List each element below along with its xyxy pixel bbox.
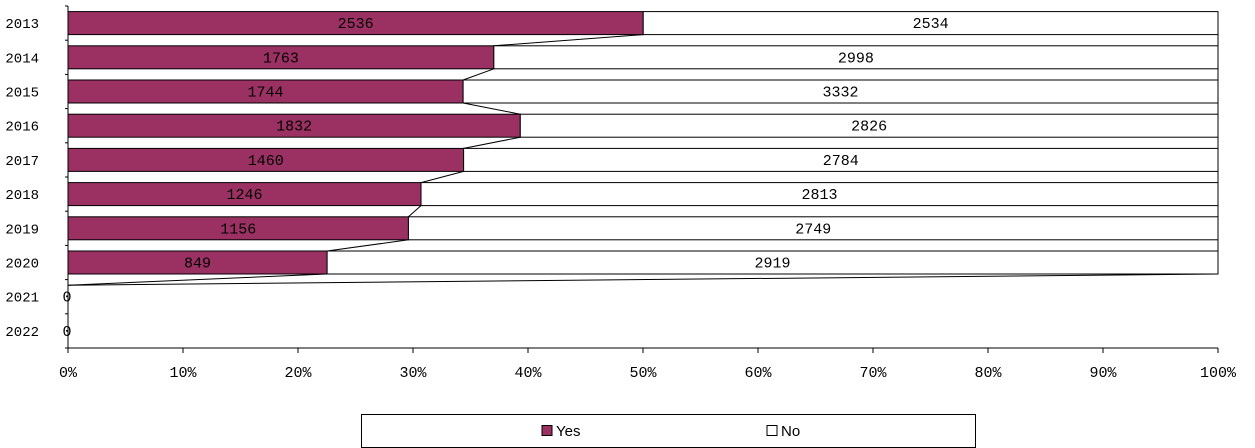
series-lines — [67, 34, 1219, 320]
bar-no-2017 — [463, 147, 1219, 172]
value-label-yes-2016: 1832 — [276, 119, 312, 136]
category-label-2020: 2020 — [5, 257, 39, 273]
category-label-2014: 2014 — [5, 51, 39, 67]
category-label-2013: 2013 — [5, 17, 39, 33]
value-label-yes-2018: 1246 — [227, 187, 263, 204]
category-label-2019: 2019 — [5, 222, 39, 238]
series-line-yes — [493, 34, 644, 47]
value-label-yes-2017: 1460 — [248, 153, 284, 170]
series-line-yes — [463, 136, 521, 149]
value-label-yes-2013: 2536 — [338, 16, 374, 33]
x-tick-label: 10% — [169, 365, 197, 382]
x-tick-label: 50% — [629, 365, 657, 382]
value-label-yes-2015: 1744 — [248, 85, 284, 102]
x-axis: 0% 10% 20% 30% 40% 50% 60% 70% 80% 90% 100% — [59, 347, 1237, 382]
bar-no-2014 — [493, 45, 1219, 70]
series-line-yes — [463, 102, 521, 115]
x-tick-label: 90% — [1089, 365, 1117, 382]
category-label-2016: 2016 — [5, 120, 39, 136]
x-tick-label: 70% — [859, 365, 887, 382]
bar-no-2016 — [519, 113, 1219, 138]
value-label-zero-2022: 0 — [62, 324, 71, 341]
legend-swatch-yes — [541, 425, 553, 436]
value-labels: 2536 2534 1763 2998 1744 3332 1832 2826 1460 2784… — [62, 16, 948, 341]
value-label-no-2016: 2826 — [851, 119, 887, 136]
bar-no-2018 — [420, 182, 1219, 207]
bar-no-2015 — [462, 79, 1219, 104]
value-label-zero-2021: 0 — [62, 290, 71, 307]
value-label-yes-2019: 1156 — [220, 221, 256, 238]
value-label-yes-2014: 1763 — [263, 50, 299, 67]
value-label-no-2020: 2919 — [755, 256, 791, 273]
legend-box — [361, 414, 976, 448]
series-line-yes — [420, 170, 464, 184]
bar-no-2019 — [407, 216, 1219, 241]
series-line-no — [67, 273, 1219, 286]
category-label-2022: 2022 — [5, 325, 39, 341]
x-tick-label: 80% — [974, 365, 1002, 382]
category-label-2021: 2021 — [5, 291, 39, 307]
legend-label-no: No — [781, 423, 800, 440]
value-label-no-2015: 3332 — [823, 85, 859, 102]
category-label-2018: 2018 — [5, 188, 39, 204]
x-tick-label: 20% — [284, 365, 312, 382]
category-label-2017: 2017 — [5, 154, 39, 170]
legend-label-yes: Yes — [556, 423, 580, 440]
y-axis: 2013 2014 2015 2016 2017 2018 2019 2020 2021 2022 — [5, 5, 69, 349]
value-label-no-2018: 2813 — [802, 187, 838, 204]
x-tick-label: 40% — [514, 365, 542, 382]
series-line-yes — [462, 68, 495, 81]
category-label-2015: 2015 — [5, 86, 39, 102]
bars — [67, 11, 1219, 275]
value-label-yes-2020: 849 — [184, 256, 211, 273]
x-tick-label: 30% — [399, 365, 427, 382]
value-label-no-2019: 2749 — [795, 221, 831, 238]
value-label-no-2014: 2998 — [838, 50, 874, 67]
series-line-yes — [67, 273, 328, 286]
x-tick-label: 0% — [59, 365, 78, 382]
legend: Yes No — [361, 414, 976, 448]
value-label-no-2013: 2534 — [913, 16, 949, 33]
x-tick-label: 60% — [744, 365, 772, 382]
series-line-yes — [327, 239, 409, 252]
legend-swatch-no — [766, 425, 778, 436]
bar-no-2013 — [642, 11, 1219, 36]
series-line-yes — [408, 205, 422, 218]
bar-no-2020 — [326, 250, 1219, 275]
x-tick-label: 100% — [1200, 365, 1237, 382]
value-label-no-2017: 2784 — [823, 153, 859, 170]
